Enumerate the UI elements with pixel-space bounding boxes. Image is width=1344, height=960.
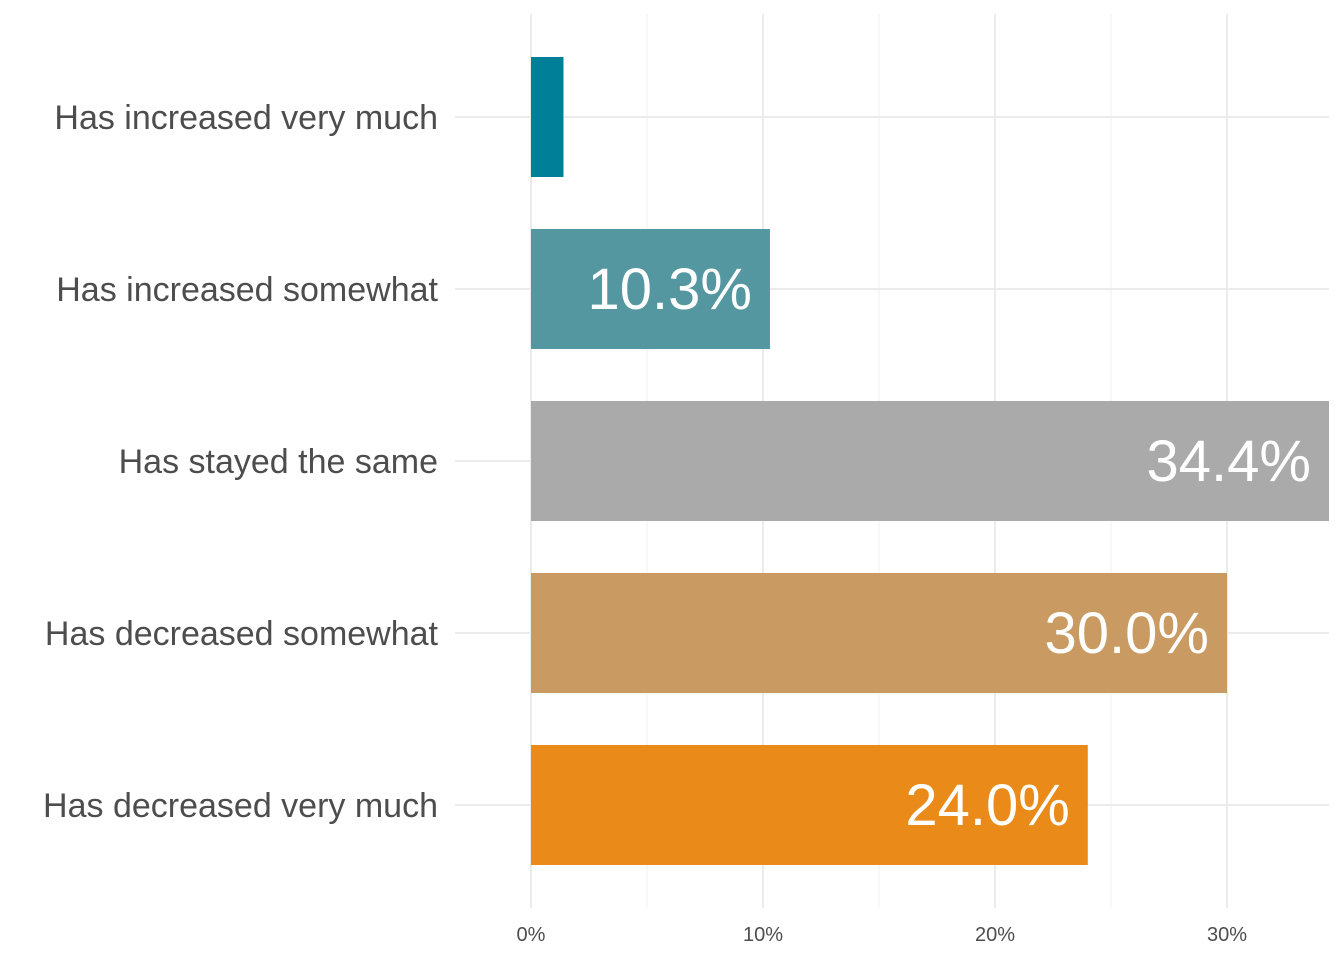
category-label: Has increased very much [54, 99, 438, 137]
data-label: 30.0% [1045, 601, 1209, 666]
bars [531, 57, 1329, 865]
data-label: 24.0% [905, 773, 1069, 838]
x-tick-label: 30% [1207, 924, 1247, 946]
x-axis-tick-labels: 0% 10% 20% 30% [517, 924, 1248, 946]
bar [531, 745, 1088, 865]
bar [531, 401, 1329, 521]
data-label: 34.4% [1147, 429, 1311, 494]
bar [531, 229, 770, 349]
x-tick-label: 0% [517, 924, 546, 946]
data-label: 10.3% [587, 257, 751, 322]
category-label: Has decreased somewhat [45, 615, 439, 653]
x-tick-label: 20% [975, 924, 1015, 946]
category-label: Has decreased very much [43, 787, 438, 825]
x-tick-label: 10% [743, 924, 783, 946]
category-labels: Has increased very much Has increased som… [43, 99, 439, 825]
category-label: Has increased somewhat [56, 271, 438, 309]
bar [531, 573, 1227, 693]
bar [531, 57, 564, 177]
data-labels: 10.3% 34.4% 30.0% 24.0% [587, 257, 1311, 838]
category-label: Has stayed the same [119, 443, 438, 481]
